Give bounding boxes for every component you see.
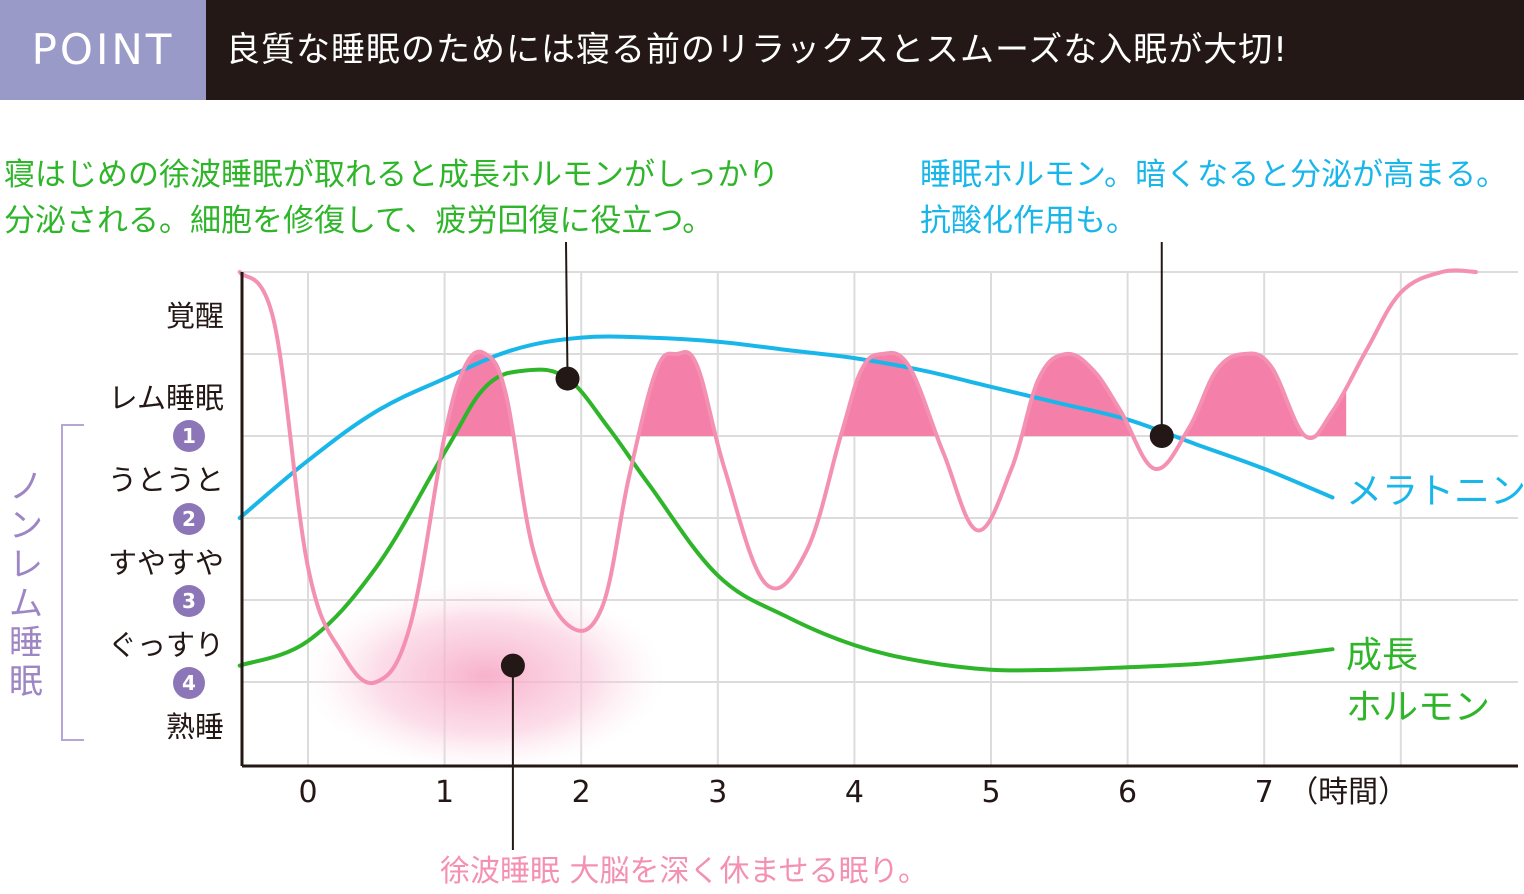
x-tick-6: 6 bbox=[1118, 775, 1137, 810]
growth-hormone-note-line2: 分泌される。細胞を修復して、疲労回復に役立つ。 bbox=[4, 203, 714, 239]
x-tick-3: 3 bbox=[708, 775, 727, 810]
stage-badge-1: 1 bbox=[173, 420, 205, 452]
stage-label-awake: 覚醒 bbox=[165, 299, 224, 333]
stage-label-rem: レム睡眠 bbox=[108, 381, 224, 415]
stage-badge-2: 2 bbox=[173, 503, 205, 535]
stage-label-jukusui: 熟睡 bbox=[165, 710, 224, 744]
stage-badge-3: 3 bbox=[173, 585, 205, 617]
growth-hormone-label-line2: ホルモン bbox=[1346, 687, 1491, 728]
growth-hormone-series-label: 成長 ホルモン bbox=[1346, 630, 1490, 734]
axes bbox=[61, 272, 1518, 768]
melatonin-series-label: メラトニン bbox=[1346, 471, 1524, 512]
non-rem-bracket bbox=[61, 424, 84, 741]
x-tick-7: 7 bbox=[1255, 775, 1274, 810]
series-lines bbox=[237, 268, 1478, 686]
slow-wave-note: 徐波睡眠 大脳を深く休ませる眠り。 bbox=[440, 854, 929, 889]
callout-dot-melatonin bbox=[1149, 424, 1174, 448]
melatonin-line bbox=[237, 334, 1335, 520]
x-axis-unit-label: （時間） bbox=[1288, 775, 1408, 810]
callouts bbox=[500, 241, 1174, 850]
growth-hormone-label-line1: 成長 bbox=[1346, 635, 1419, 676]
stage-label-utouto: うとうと bbox=[107, 463, 224, 497]
x-tick-4: 4 bbox=[845, 775, 864, 810]
callout-dot-slow-wave bbox=[500, 653, 525, 678]
x-tick-2: 2 bbox=[572, 775, 591, 810]
melatonin-note-line2: 抗酸化作用も。 bbox=[920, 203, 1137, 239]
growth-hormone-note: 寝はじめの徐波睡眠が取れると成長ホルモンがしっかり 分泌される。細胞を修復して、… bbox=[4, 152, 779, 244]
stage-badge-4: 4 bbox=[173, 667, 205, 699]
title-banner: POINT 良質な睡眠のためには寝る前のリラックスとスムーズな入眠が大切! bbox=[0, 0, 1524, 100]
callout-line-growth bbox=[565, 241, 569, 379]
stage-label-suyasuya: すやすや bbox=[107, 546, 224, 580]
callout-dot-growth bbox=[555, 366, 580, 391]
melatonin-note-line1: 睡眠ホルモン。暗くなると分泌が高まる。 bbox=[920, 157, 1508, 193]
sleep-stage-line bbox=[237, 268, 1478, 686]
banner-title: 良質な睡眠のためには寝る前のリラックスとスムーズな入眠が大切! bbox=[226, 30, 1288, 70]
non-rem-group-label: ノンレム睡眠 bbox=[9, 467, 43, 702]
x-tick-1: 1 bbox=[435, 775, 454, 810]
growth-hormone-line bbox=[237, 367, 1335, 673]
melatonin-note: 睡眠ホルモン。暗くなると分泌が高まる。 抗酸化作用も。 bbox=[920, 152, 1507, 244]
stage-label-gussuri: ぐっすり bbox=[107, 628, 224, 662]
growth-hormone-note-line1: 寝はじめの徐波睡眠が取れると成長ホルモンがしっかり bbox=[4, 157, 779, 193]
x-tick-labels: 0 1 2 3 4 5 6 7 （時間） bbox=[298, 775, 1408, 810]
x-tick-5: 5 bbox=[981, 775, 1000, 810]
point-label: POINT bbox=[0, 0, 206, 100]
x-tick-0: 0 bbox=[298, 775, 317, 810]
